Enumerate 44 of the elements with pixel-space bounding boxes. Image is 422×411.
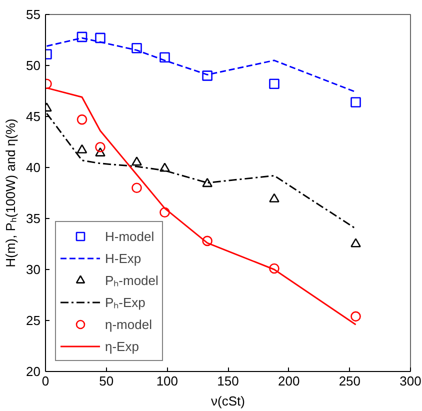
x-tick-label: 50 bbox=[99, 374, 114, 388]
point bbox=[350, 311, 361, 322]
point bbox=[160, 207, 170, 218]
x-axis-title: ν(cSt) bbox=[211, 394, 245, 408]
x-tick-label: 100 bbox=[156, 374, 178, 388]
x-tick-label: 250 bbox=[338, 374, 361, 388]
point bbox=[95, 147, 106, 156]
point bbox=[76, 114, 88, 125]
x-tick-label: 300 bbox=[400, 374, 422, 388]
point bbox=[76, 144, 88, 154]
legend-label: H-model bbox=[105, 228, 154, 244]
y-tick-label: 40 bbox=[26, 160, 41, 175]
y-tick-label: 55 bbox=[26, 7, 41, 22]
y-axis-title: H(m), Pₕ(100W) and η(%) bbox=[3, 118, 18, 268]
point bbox=[76, 32, 88, 42]
point bbox=[350, 97, 361, 108]
legend-label: η-Exp bbox=[105, 338, 139, 354]
point bbox=[132, 182, 142, 194]
legend-label: Pₕ-Exp bbox=[105, 294, 146, 311]
point bbox=[202, 70, 212, 81]
y-tick-label: 50 bbox=[26, 58, 41, 73]
x-tick-label: 200 bbox=[278, 374, 300, 388]
legend-label: H-Exp bbox=[105, 250, 142, 266]
point bbox=[269, 263, 280, 274]
point bbox=[95, 142, 106, 152]
point bbox=[350, 238, 361, 248]
y-tick-label: 35 bbox=[26, 211, 41, 226]
y-tick-label: 45 bbox=[26, 109, 41, 124]
point bbox=[269, 78, 280, 90]
point bbox=[132, 156, 142, 166]
x-tick-label: 150 bbox=[217, 374, 239, 388]
legend-label: η-model bbox=[105, 316, 152, 332]
point bbox=[132, 43, 142, 54]
y-tick-label: 30 bbox=[26, 262, 41, 277]
point bbox=[269, 193, 280, 202]
point bbox=[202, 236, 212, 246]
y-tick-label: 25 bbox=[26, 313, 41, 328]
y-tick-label: 20 bbox=[26, 364, 41, 379]
legend-label: Pₕ-model bbox=[105, 272, 158, 289]
point bbox=[160, 52, 170, 62]
point bbox=[202, 178, 212, 188]
point bbox=[160, 162, 170, 172]
point bbox=[95, 32, 106, 44]
x-tick-label: 0 bbox=[42, 374, 50, 388]
